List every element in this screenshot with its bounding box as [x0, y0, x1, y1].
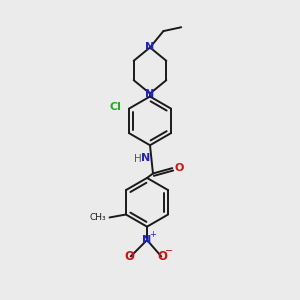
Text: O: O	[157, 250, 167, 263]
Text: N: N	[146, 43, 154, 52]
Text: −: −	[165, 246, 173, 256]
Text: N: N	[142, 235, 152, 245]
Text: N: N	[141, 153, 150, 163]
Text: O: O	[174, 163, 184, 172]
Text: Cl: Cl	[110, 102, 122, 112]
Text: O: O	[124, 250, 134, 263]
Text: N: N	[146, 88, 154, 98]
Text: CH₃: CH₃	[89, 213, 106, 222]
Text: H: H	[134, 154, 142, 164]
Text: +: +	[149, 230, 156, 239]
